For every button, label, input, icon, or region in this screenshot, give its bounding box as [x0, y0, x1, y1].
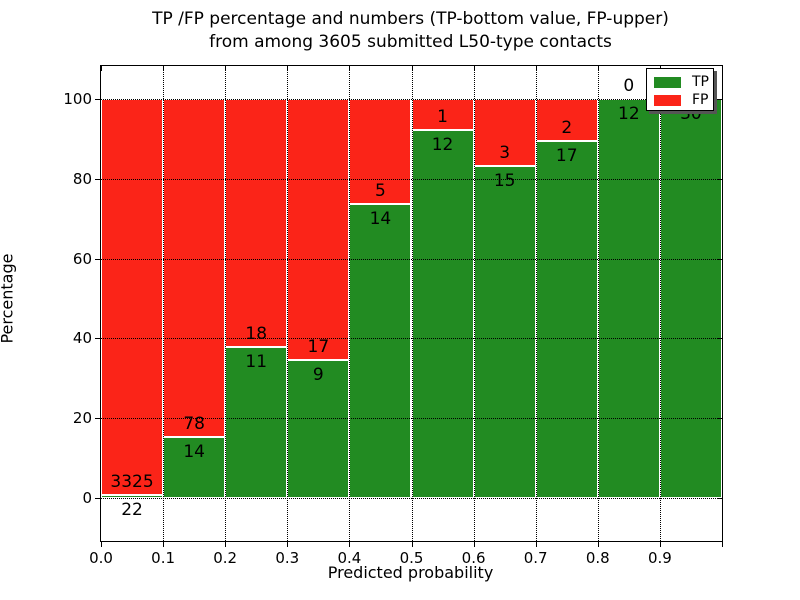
x-tick-label: 0.7: [523, 549, 548, 567]
x-tick: [287, 542, 289, 547]
x-tick-label: 0.1: [151, 549, 176, 567]
x-tick: [473, 542, 475, 547]
y-tick: [95, 178, 100, 180]
y-tick: [95, 258, 100, 260]
fp-count-label: 18: [245, 323, 268, 344]
y-tick: [95, 498, 100, 499]
y-tick: [717, 418, 722, 420]
chart-title: TP /FP percentage and numbers (TP-bottom…: [100, 8, 721, 54]
tp-count-label: 22: [121, 500, 143, 521]
x-tick-label: 0.4: [337, 549, 362, 567]
x-axis-label: Predicted probability: [327, 563, 494, 582]
x-tick: [722, 542, 723, 547]
tp-count-label: 15: [493, 170, 516, 191]
y-tick: [95, 338, 100, 340]
x-tick: [411, 66, 413, 71]
x-tick: [225, 542, 227, 547]
fp-count-label: 78: [183, 414, 205, 435]
y-tick-label: 100: [63, 90, 92, 108]
y-tick: [95, 418, 100, 420]
bar-segment-fp: [225, 99, 288, 347]
tp-count-label: 14: [183, 442, 205, 463]
fp-count-label: 2: [561, 118, 573, 138]
legend: TP FP: [646, 68, 714, 111]
tp-count-label: 11: [245, 351, 268, 372]
x-tick: [722, 66, 723, 71]
plot-area: 332522781418111795141123152170120300.00.…: [63, 65, 723, 567]
y-tick-label: 40: [72, 329, 92, 348]
y-axis-label: Percentage: [0, 253, 17, 344]
bar-segment-tp: [597, 99, 660, 498]
x-tick: [349, 66, 351, 71]
legend-item-fp: FP: [654, 93, 713, 108]
x-tick-label: 0.6: [461, 549, 486, 567]
fp-count-label: 0: [623, 76, 635, 96]
tp-count-label: 12: [431, 134, 454, 155]
x-tick: [101, 66, 102, 71]
x-tick: [659, 542, 661, 547]
x-tick: [411, 542, 413, 547]
bar-segment-fp: [287, 99, 350, 360]
bar-segment-fp: [163, 99, 226, 438]
bar-segment-fp: [101, 99, 164, 496]
x-tick-label: 0.0: [89, 549, 113, 567]
x-tick-label: 0.9: [647, 549, 672, 567]
y-tick: [717, 99, 722, 100]
y-tick-label: 60: [72, 249, 92, 268]
fp-count-label: 3325: [110, 472, 154, 493]
legend-swatch-fp: [654, 95, 681, 106]
y-tick: [717, 338, 722, 340]
x-tick: [473, 66, 475, 71]
chart-title-line2: from among 3605 submitted L50-type conta…: [209, 32, 612, 52]
y-tick: [717, 178, 722, 180]
bar-segment-tp: [411, 129, 474, 498]
y-tick: [717, 498, 722, 499]
bar-segment-tp: [659, 99, 722, 498]
legend-label: TP: [692, 74, 709, 90]
tp-count-label: 9: [312, 364, 324, 385]
x-tick: [287, 66, 289, 71]
y-tick-label: 80: [72, 169, 92, 188]
bar-segment-tp: [349, 204, 412, 498]
h-gridline: [101, 498, 722, 499]
x-tick-label: 0.5: [399, 549, 424, 567]
x-tick: [597, 542, 599, 547]
x-tick: [163, 542, 165, 547]
y-tick-label: 20: [72, 409, 92, 428]
fp-count-label: 17: [307, 336, 330, 357]
fp-count-label: 3: [499, 142, 511, 163]
bar-segment-tp: [535, 141, 598, 498]
bar-segment-tp: [225, 346, 288, 498]
x-tick-label: 0.3: [275, 549, 300, 567]
x-tick: [535, 66, 537, 71]
x-tick-label: 0.2: [213, 549, 238, 567]
x-tick: [535, 542, 537, 547]
x-tick: [597, 66, 599, 71]
x-tick: [101, 542, 102, 547]
bar-segment-tp: [163, 437, 226, 498]
legend-label: FP: [692, 92, 709, 108]
bar-segment-tp: [473, 165, 536, 498]
x-tick: [225, 66, 227, 71]
bar-segment-tp: [101, 495, 164, 498]
x-tick: [163, 66, 165, 71]
x-tick-label: 0.8: [585, 549, 610, 567]
y-tick: [717, 258, 722, 260]
tp-count-label: 17: [555, 146, 578, 166]
legend-swatch-tp: [654, 77, 681, 88]
tp-count-label: 12: [618, 104, 640, 124]
bar-segment-fp: [349, 99, 412, 204]
legend-item-tp: TP: [654, 75, 713, 90]
tp-count-label: 14: [369, 209, 392, 229]
chart-title-line1: TP /FP percentage and numbers (TP-bottom…: [152, 9, 669, 29]
y-tick-label: 0: [82, 489, 92, 507]
y-tick: [95, 99, 100, 100]
fp-count-label: 1: [437, 106, 448, 127]
fp-count-label: 5: [375, 181, 386, 201]
x-tick: [349, 542, 351, 547]
